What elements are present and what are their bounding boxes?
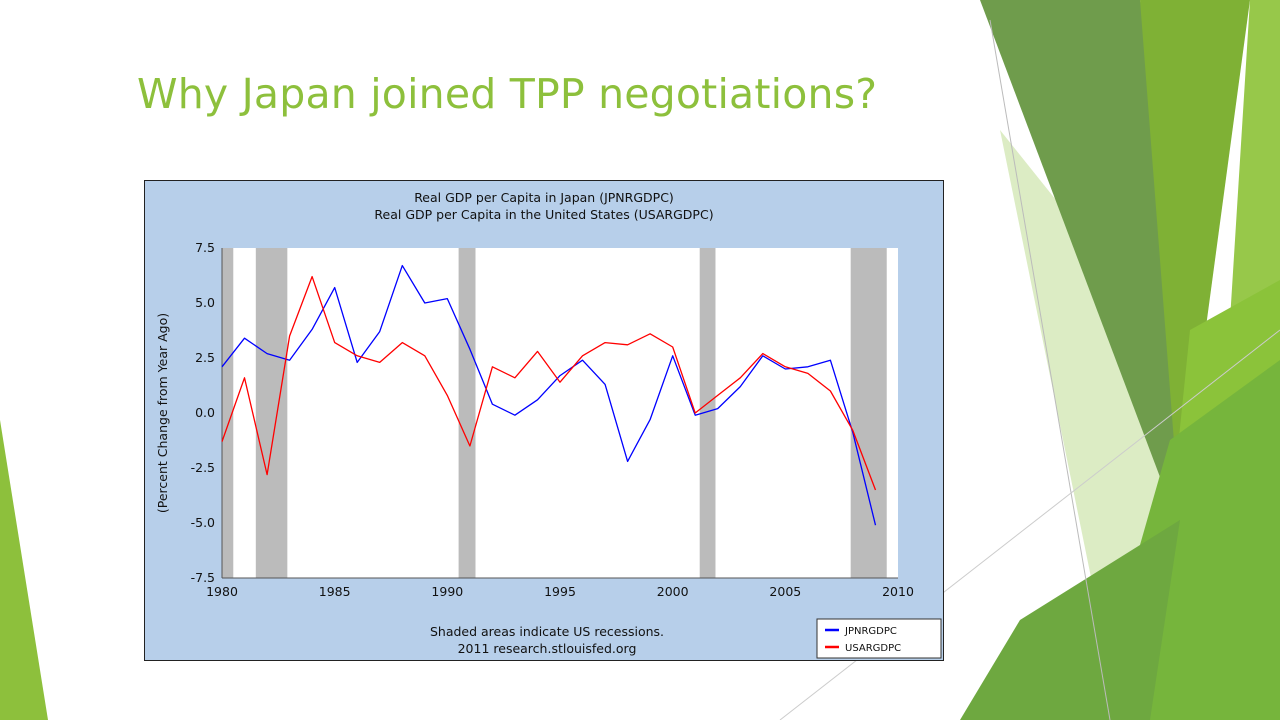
recession-band-1 bbox=[255, 248, 288, 578]
series-lines bbox=[221, 264, 877, 526]
chart-source: 2011 research.stlouisfed.org bbox=[458, 641, 637, 656]
deco-bright-green-shape bbox=[1140, 0, 1250, 520]
chart-subtitle: Real GDP per Capita in the United States… bbox=[374, 207, 713, 222]
recession-band-0 bbox=[222, 248, 234, 578]
recession-bands bbox=[222, 248, 887, 578]
y-tick-label: 5.0 bbox=[195, 295, 215, 310]
chart-footer: Shaded areas indicate US recessions. bbox=[430, 624, 664, 639]
series-line-usargdpc bbox=[221, 275, 877, 491]
legend-label-jpnrgdpc: JPNRGDPC bbox=[844, 626, 897, 637]
y-tick-label: 2.5 bbox=[195, 350, 215, 365]
legend-label-usargdpc: USARGDPC bbox=[845, 643, 901, 654]
y-tick-label: -2.5 bbox=[191, 460, 215, 475]
y-tick-label: 7.5 bbox=[195, 240, 215, 255]
y-axis-label: (Percent Change from Year Ago) bbox=[155, 313, 170, 513]
recession-band-3 bbox=[699, 248, 716, 578]
y-tick-label: -5.0 bbox=[191, 515, 215, 530]
plot-axes bbox=[221, 248, 898, 579]
deco-bottom-green-shape bbox=[960, 520, 1180, 720]
x-tick-label: 1985 bbox=[319, 584, 351, 599]
x-tick-label: 1980 bbox=[206, 584, 238, 599]
x-tick-label: 2005 bbox=[769, 584, 801, 599]
series-line-jpnrgdpc bbox=[221, 264, 877, 526]
x-tick-label: 2010 bbox=[882, 584, 914, 599]
plot-area bbox=[222, 248, 898, 578]
y-tick-label: 0.0 bbox=[195, 405, 215, 420]
chart-title: Real GDP per Capita in Japan (JPNRGDPC) bbox=[414, 190, 674, 205]
chart-legend: JPNRGDPC USARGDPC bbox=[816, 618, 942, 659]
chart-frame: Real GDP per Capita in Japan (JPNRGDPC) … bbox=[144, 180, 944, 661]
deco-thin-line-1 bbox=[989, 19, 1111, 720]
x-tick-label: 2000 bbox=[657, 584, 689, 599]
legend-box bbox=[816, 618, 942, 659]
recession-band-2 bbox=[458, 248, 476, 578]
x-tick-label: 1995 bbox=[544, 584, 576, 599]
x-tick-label: 1990 bbox=[431, 584, 463, 599]
gdp-line-chart: Real GDP per Capita in Japan (JPNRGDPC) … bbox=[155, 190, 942, 659]
y-tick-label: -7.5 bbox=[191, 570, 215, 585]
recession-band-4 bbox=[850, 248, 887, 578]
deco-dark-green-shape bbox=[980, 0, 1205, 530]
slide-title: Why Japan joined TPP negotiations? bbox=[137, 70, 878, 118]
deco-left-edge-shape bbox=[0, 420, 48, 720]
